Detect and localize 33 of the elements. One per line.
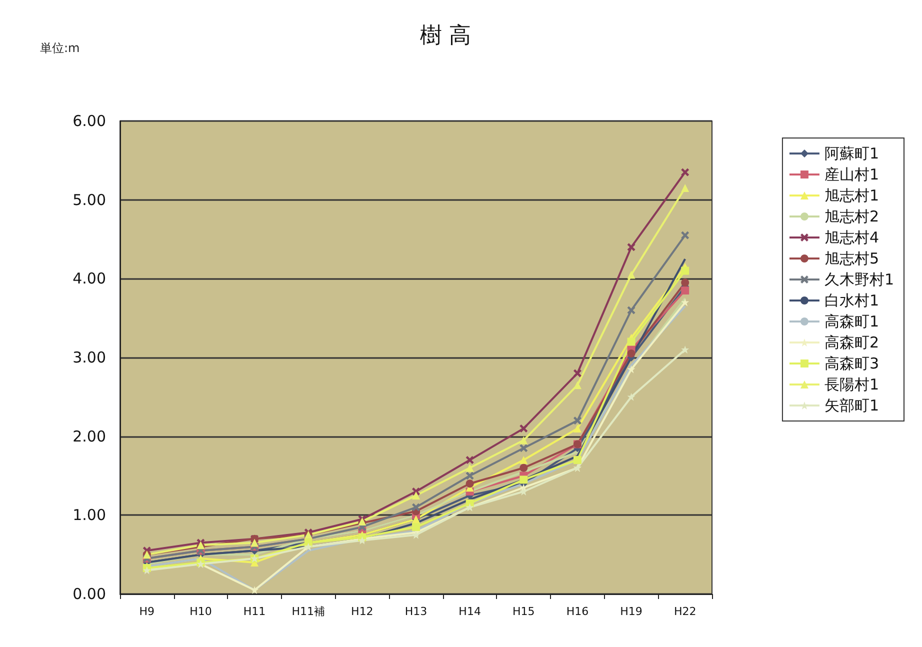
legend-label: 高森町3 bbox=[824, 354, 880, 372]
legend-label: 矢部町1 bbox=[824, 396, 880, 414]
x-tick-label: H10 bbox=[190, 605, 212, 618]
legend-label: 長陽村1 bbox=[824, 376, 880, 394]
legend-label: 高森町1 bbox=[824, 312, 880, 330]
legend-label: 旭志村2 bbox=[824, 208, 880, 226]
legend-label: 高森町2 bbox=[824, 334, 880, 352]
legend-label: 旭志村5 bbox=[824, 250, 880, 268]
x-tick-label: H13 bbox=[404, 605, 428, 618]
legend-label: 白水村1 bbox=[824, 292, 880, 310]
y-tick-label: 0.00 bbox=[72, 585, 106, 603]
y-tick-label: 6.00 bbox=[72, 112, 106, 130]
legend-label: 阿蘇町1 bbox=[824, 144, 880, 162]
chart-title: 樹 高 bbox=[420, 24, 471, 48]
y-tick-label: 5.00 bbox=[72, 190, 106, 209]
x-tick-label: H22 bbox=[674, 605, 696, 618]
legend-label: 産山村1 bbox=[824, 166, 880, 184]
legend-label: 旭志村1 bbox=[824, 186, 880, 204]
y-tick-label: 2.00 bbox=[72, 427, 106, 446]
x-tick-label: H9 bbox=[139, 605, 155, 618]
x-tick-label: H15 bbox=[512, 605, 535, 618]
x-tick-label: H19 bbox=[620, 605, 642, 618]
x-tick-label: H14 bbox=[458, 605, 481, 618]
y-tick-label: 3.00 bbox=[72, 348, 106, 366]
x-tick-label: H11 bbox=[243, 605, 266, 618]
legend-label: 久木野村1 bbox=[824, 270, 894, 288]
y-tick-label: 1.00 bbox=[72, 506, 106, 524]
x-tick-label: H11補 bbox=[292, 605, 326, 618]
x-tick-label: H12 bbox=[351, 605, 374, 618]
y-tick-label: 4.00 bbox=[72, 270, 106, 288]
x-tick-label: H16 bbox=[566, 605, 589, 618]
text: 単位:m bbox=[40, 41, 80, 55]
legend-label: 旭志村4 bbox=[824, 228, 880, 246]
